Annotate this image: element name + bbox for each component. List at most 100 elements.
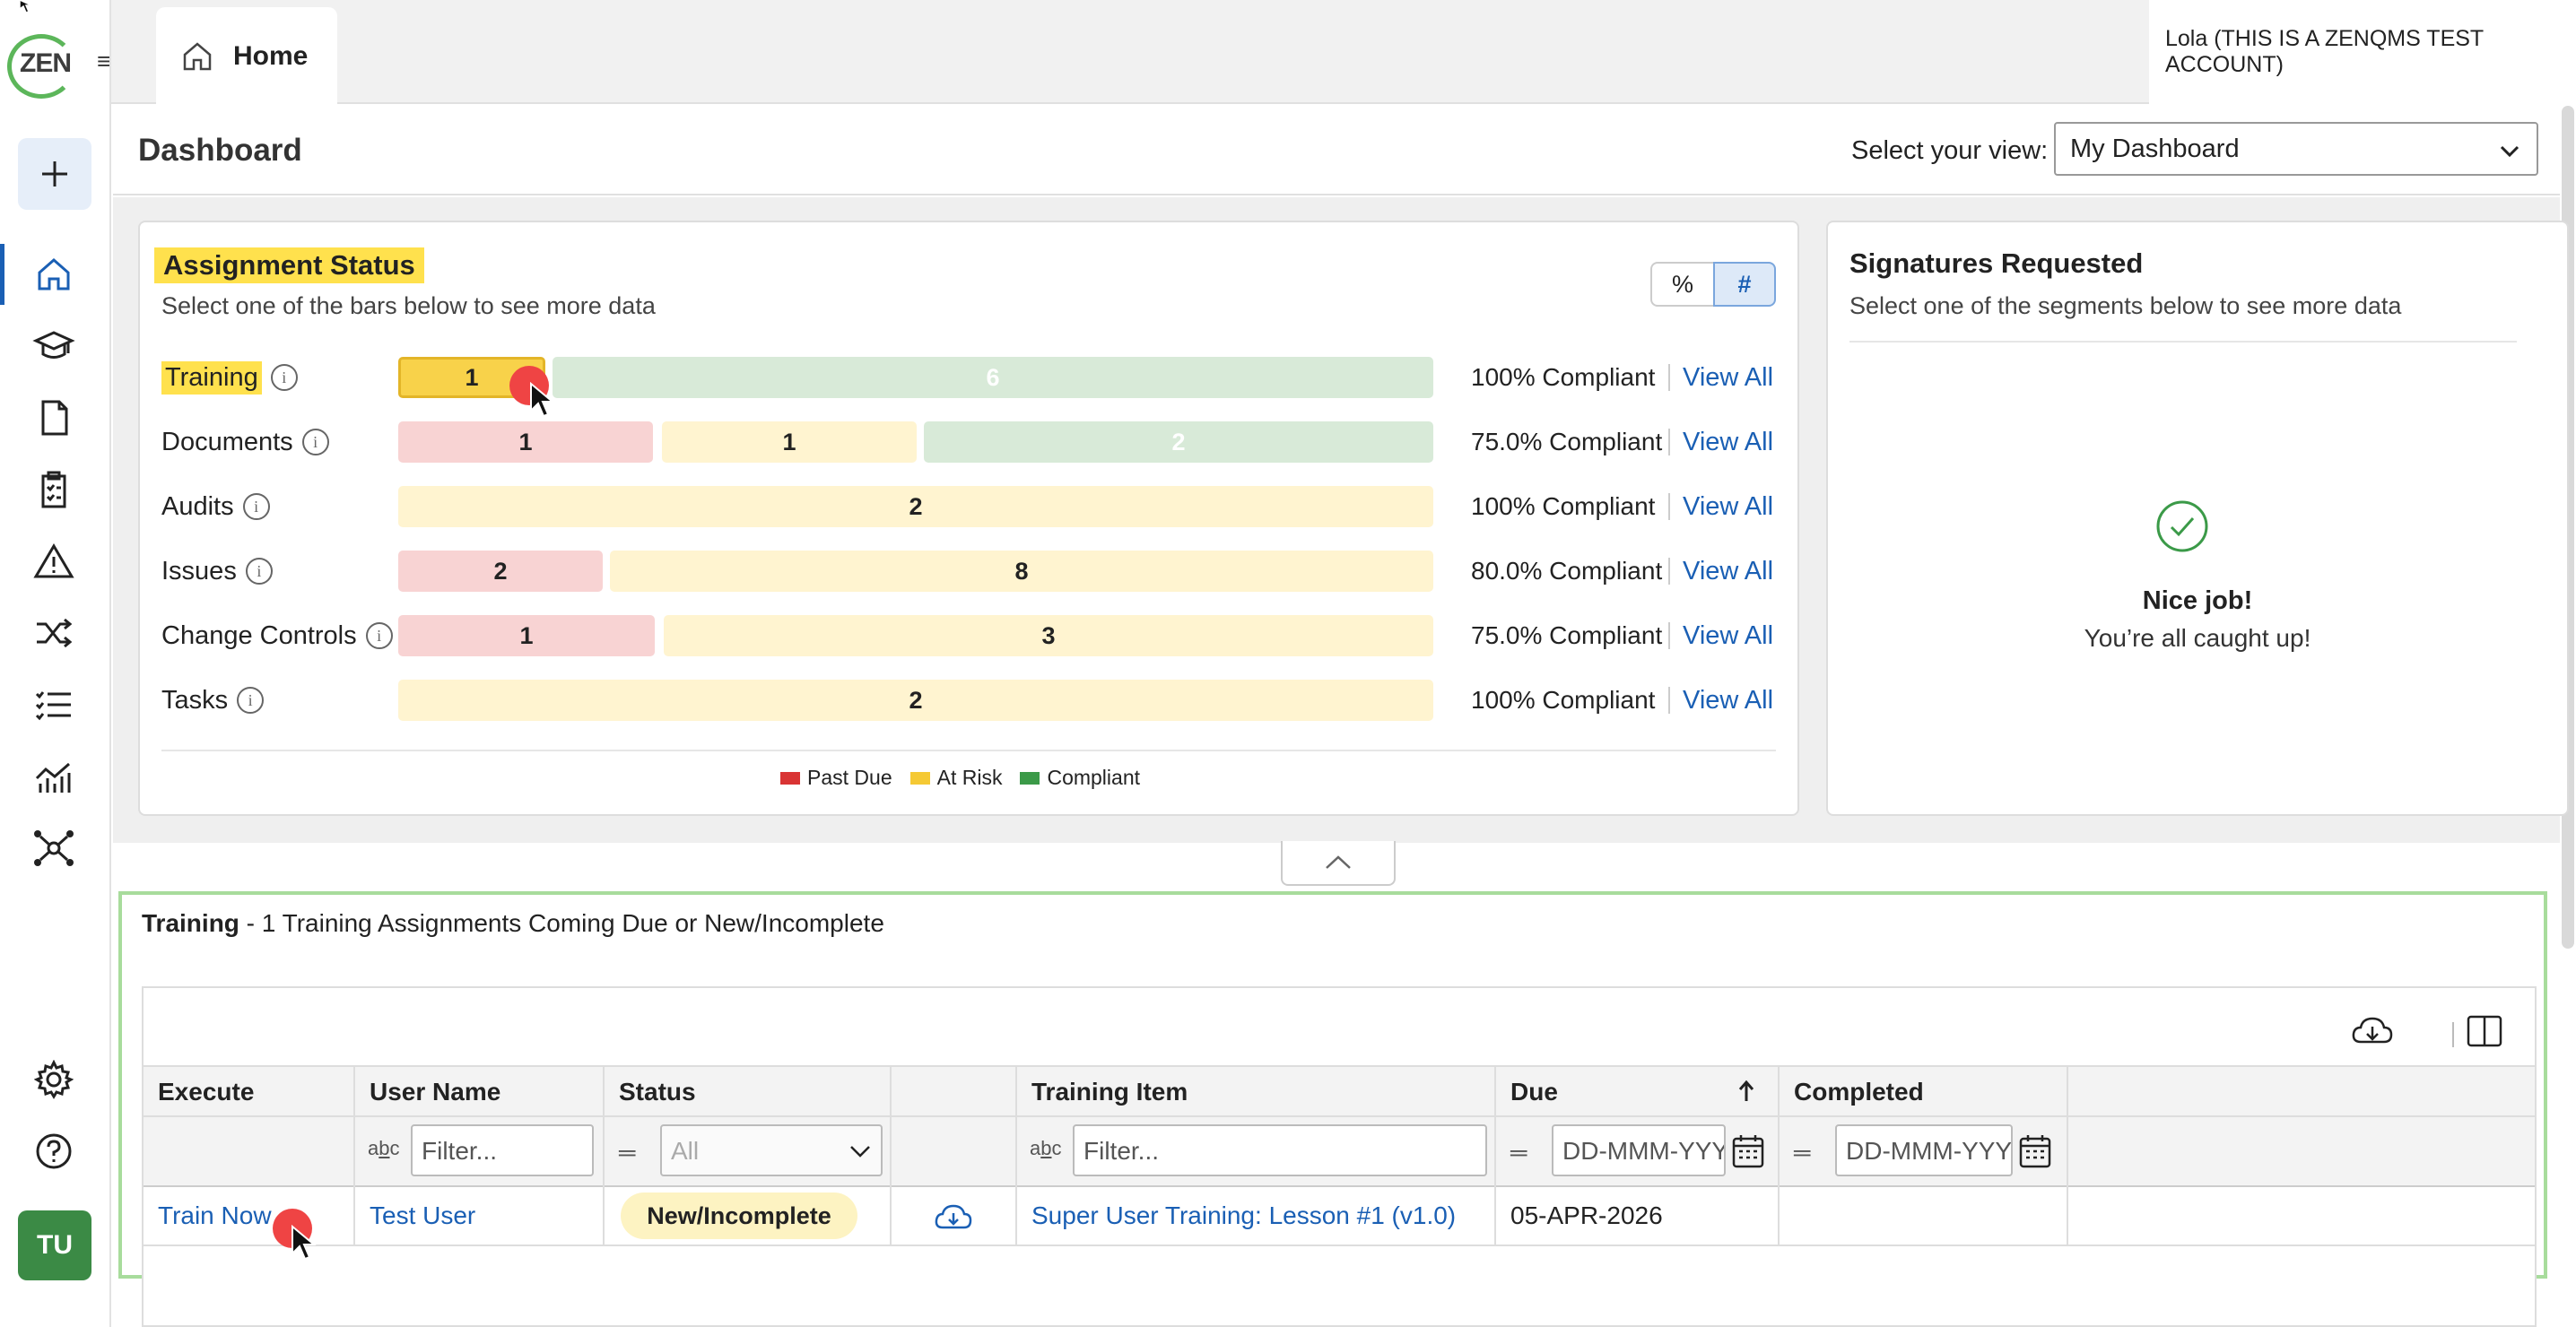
view-all-documents[interactable]: View All (1683, 427, 1774, 456)
menu-icon[interactable]: ≡ (97, 48, 111, 74)
nav-network[interactable] (29, 823, 79, 873)
info-icon[interactable]: i (301, 429, 329, 455)
dashboard-header (113, 106, 2560, 195)
column-header-execute[interactable]: Execute (158, 1078, 255, 1106)
bar-change-controls-at-risk[interactable]: 3 (664, 615, 1433, 656)
collapse-toggle[interactable] (1281, 841, 1396, 886)
compliance-tasks: 100% Compliant (1471, 686, 1656, 714)
signatures-subtitle: Select one of the segments below to see … (1849, 292, 2402, 319)
warning-icon (33, 543, 74, 578)
sidebar: ZEN ≡ TU (0, 0, 111, 1327)
row-label-documents[interactable]: Documents i (161, 421, 329, 463)
info-icon[interactable]: i (242, 493, 270, 520)
row-label-tasks[interactable]: Tasks i (161, 680, 265, 721)
info-icon[interactable]: i (270, 364, 298, 391)
row-label-audits[interactable]: Audits i (161, 486, 270, 527)
bar-documents-compliant[interactable]: 2 (924, 421, 1433, 463)
nav-tasks[interactable] (29, 680, 79, 730)
bar-issues-at-risk[interactable]: 8 (610, 551, 1433, 592)
chevron-down-icon (2500, 145, 2519, 158)
view-all-training[interactable]: View All (1683, 362, 1774, 392)
checklist-icon (35, 691, 71, 721)
train-now-link[interactable]: Train Now (158, 1201, 272, 1229)
signatures-divider (1849, 341, 2517, 343)
column-header-completed[interactable]: Completed (1794, 1078, 1924, 1106)
signatures-card (1826, 221, 2569, 816)
info-icon[interactable]: i (365, 622, 393, 649)
view-select-value: My Dashboard (2070, 134, 2240, 163)
account-name[interactable]: Lola (THIS IS A ZENQMS TEST ACCOUNT) (2149, 0, 2576, 104)
legend-swatch (909, 771, 930, 785)
bar-tasks-at-risk[interactable]: 2 (398, 680, 1433, 721)
chevron-down-icon (850, 1146, 870, 1158)
nav-change-controls[interactable] (29, 608, 79, 658)
training-item-filter[interactable]: Filter... (1073, 1124, 1487, 1176)
training-heading-text: - 1 Training Assignments Coming Due or N… (239, 909, 884, 937)
legend-swatch (1020, 771, 1040, 785)
status-filter-value: All (671, 1137, 700, 1165)
calendar-icon[interactable] (2018, 1133, 2052, 1169)
legend-label: Past Due (807, 766, 892, 789)
equals-icon: ═ (1510, 1139, 1527, 1166)
bar-issues-past-due[interactable]: 2 (398, 551, 603, 592)
avatar[interactable]: TU (18, 1210, 91, 1280)
home-icon (183, 42, 212, 71)
row-label-training[interactable]: Training i (161, 357, 298, 398)
sort-ascending-icon[interactable] (1736, 1080, 1756, 1103)
count-toggle[interactable]: # (1713, 262, 1776, 307)
cloud-download-icon[interactable] (2350, 1013, 2395, 1049)
nav-reports[interactable] (29, 751, 79, 802)
cloud-download-icon[interactable] (933, 1201, 974, 1234)
row-label-issues[interactable]: Issues i (161, 551, 273, 592)
calendar-icon[interactable] (1731, 1133, 1765, 1169)
percent-toggle[interactable]: % (1650, 262, 1715, 307)
legend: Past Due At Risk Compliant (780, 766, 1140, 790)
user-name-filter[interactable]: Filter... (411, 1124, 594, 1176)
assignment-status-title: Assignment Status (154, 247, 424, 283)
view-all-issues[interactable]: View All (1683, 556, 1774, 585)
compliance-documents: 75.0% Compliant (1471, 428, 1663, 455)
tab-home[interactable]: Home (156, 7, 337, 106)
column-header-training-item[interactable]: Training Item (1031, 1078, 1188, 1106)
due-date-filter[interactable]: DD-MMM-YYY (1552, 1124, 1726, 1176)
row-label-text: Training (161, 360, 262, 395)
nav-training[interactable] (29, 321, 79, 371)
nav-home[interactable] (29, 249, 79, 299)
toolbar-divider (2452, 1022, 2454, 1047)
nav-help[interactable] (29, 1126, 79, 1176)
bar-documents-at-risk[interactable]: 1 (662, 421, 917, 463)
completed-date-filter[interactable]: DD-MMM-YYY (1835, 1124, 2013, 1176)
view-select[interactable]: My Dashboard (2054, 122, 2538, 176)
column-header-user-name[interactable]: User Name (370, 1078, 501, 1106)
columns-icon[interactable] (2465, 1013, 2504, 1049)
status-filter[interactable]: All (660, 1124, 883, 1176)
column-header-status[interactable]: Status (619, 1078, 696, 1106)
row-label-change-controls[interactable]: Change Controls i (161, 615, 393, 656)
info-icon[interactable]: i (245, 558, 273, 585)
column-header-due[interactable]: Due (1510, 1078, 1558, 1106)
bar-audits-at-risk[interactable]: 2 (398, 486, 1433, 527)
bar-documents-past-due[interactable]: 1 (398, 421, 653, 463)
training-item-link[interactable]: Super User Training: Lesson #1 (v1.0) (1031, 1201, 1457, 1229)
nav-settings[interactable] (29, 1054, 79, 1105)
zen-logo[interactable] (7, 34, 75, 99)
add-button[interactable] (18, 138, 91, 210)
nav-issues[interactable] (29, 536, 79, 586)
view-all-change-controls[interactable]: View All (1683, 620, 1774, 650)
user-name-link[interactable]: Test User (370, 1201, 476, 1229)
divider (1668, 558, 1670, 585)
legend-label: Compliant (1047, 766, 1140, 789)
view-select-label: Select your view: (1851, 136, 2049, 165)
nav-documents[interactable] (29, 393, 79, 443)
view-all-tasks[interactable]: View All (1683, 685, 1774, 715)
clipboard-check-icon (41, 471, 66, 508)
text-filter-icon: abc (368, 1137, 400, 1159)
cursor-icon (292, 1225, 317, 1261)
cursor-icon (530, 382, 555, 418)
row-label-text: Tasks (161, 685, 229, 715)
nav-audits[interactable] (29, 464, 79, 515)
bar-training-compliant[interactable]: 6 (553, 357, 1433, 398)
info-icon[interactable]: i (237, 687, 265, 714)
view-all-audits[interactable]: View All (1683, 491, 1774, 521)
bar-change-controls-past-due[interactable]: 1 (398, 615, 655, 656)
